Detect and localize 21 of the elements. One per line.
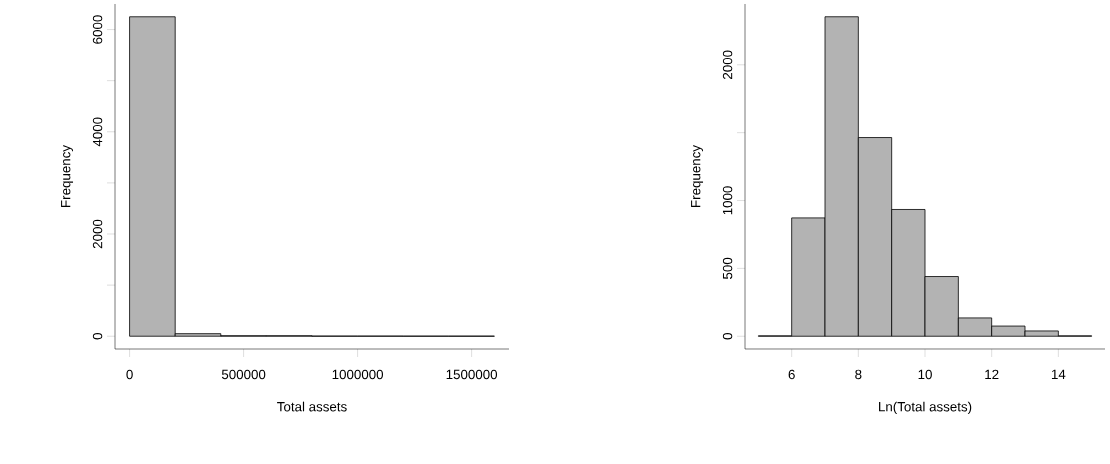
- x-tick-label: 0: [126, 369, 133, 380]
- y-tick-label: 2000: [92, 219, 103, 249]
- x-tick-label: 1500000: [446, 369, 498, 380]
- x-axis-title: Total assets: [277, 401, 347, 412]
- y-tick-label: 1000: [722, 186, 733, 215]
- y-tick-label: 0: [92, 333, 103, 340]
- y-tick-label: 4000: [92, 117, 103, 147]
- x-tick-label: 1000000: [332, 369, 384, 380]
- y-tick-label: 500: [722, 257, 733, 279]
- x-tick-label: 8: [855, 369, 862, 380]
- y-axis-title: Frequency: [691, 145, 704, 207]
- y-tick-label: 2000: [722, 50, 733, 79]
- x-tick-label: 14: [1051, 369, 1066, 379]
- x-axis-title: Ln(Total assets): [879, 401, 972, 415]
- x-tick-label: 12: [985, 369, 999, 380]
- x-tick-label: 10: [918, 369, 932, 380]
- y-tick-label: 0: [722, 333, 733, 340]
- y-tick-label: 6000: [92, 15, 103, 44]
- x-tick-label: 500000: [221, 369, 266, 380]
- y-axis-title: Frequency: [61, 145, 74, 207]
- x-tick-label: 6: [788, 369, 795, 380]
